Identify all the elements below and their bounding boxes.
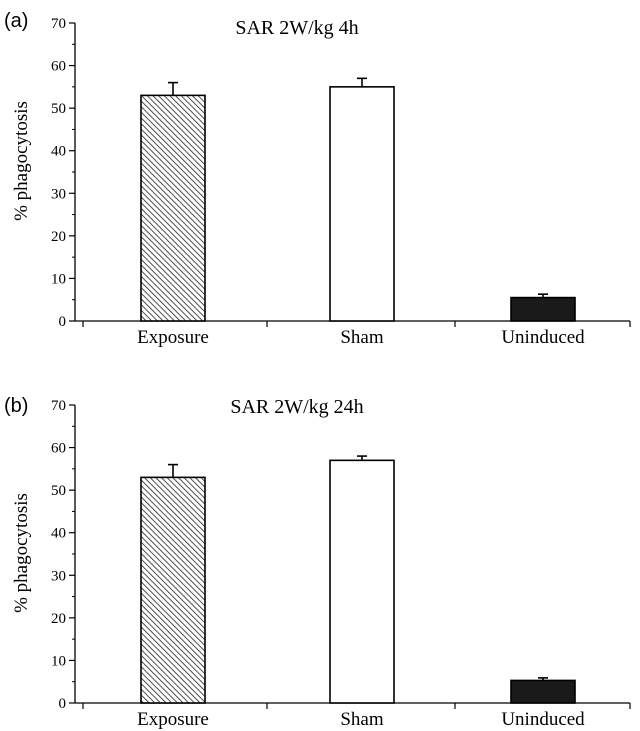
bar-sham [329,86,395,322]
x-tick-label: Uninduced [501,327,585,348]
y-tick-label: 60 [51,59,66,75]
chart-panel-a: (a) SAR 2W/kg 4h % phagocytosis 0 10 20 30 4… [4,10,631,348]
y-tick-label: 0 [59,314,67,330]
bar-exposure [140,94,206,322]
y-tick-label: 10 [51,271,66,287]
y-tick-label: 40 [51,526,66,542]
y-tick-label: 30 [51,186,66,202]
y-tick-label: 10 [51,653,66,669]
chart-panel-b: (b) SAR 2W/kg 24h % phagocytosis 0 10 20 30… [4,395,631,730]
y-tick-label: 60 [51,441,66,457]
bar-uninduced [510,296,576,322]
x-tick-label: Sham [340,709,384,730]
x-tick-label: Exposure [137,327,209,348]
x-tick-label: Sham [340,327,384,348]
plot-area: 0 10 20 30 40 50 60 70 Exposure Sham Uninduced [51,398,631,730]
y-tick-label: 50 [51,483,66,499]
bar-exposure [140,476,206,704]
y-tick-label: 0 [59,696,67,712]
chart-title: SAR 2W/kg 24h [230,396,363,418]
panel-label: (b) [4,395,28,417]
x-tick-label: Uninduced [501,709,585,730]
y-tick-label: 20 [51,229,66,245]
y-tick-label: 30 [51,568,66,584]
bar-uninduced [510,679,576,704]
plot-area: 0 10 20 30 40 50 60 70 Exposure Sham Uninduced [51,16,631,348]
y-tick-label: 70 [51,398,66,414]
y-tick-label: 50 [51,101,66,117]
y-tick-label: 40 [51,144,66,160]
x-tick-label: Exposure [137,709,209,730]
chart-title: SAR 2W/kg 4h [235,17,358,39]
y-axis-label: % phagocytosis [11,493,32,613]
y-tick-label: 70 [51,16,66,32]
y-tick-label: 20 [51,611,66,627]
panel-label: (a) [4,10,28,32]
y-axis-label: % phagocytosis [11,101,32,221]
bar-sham [329,459,395,704]
